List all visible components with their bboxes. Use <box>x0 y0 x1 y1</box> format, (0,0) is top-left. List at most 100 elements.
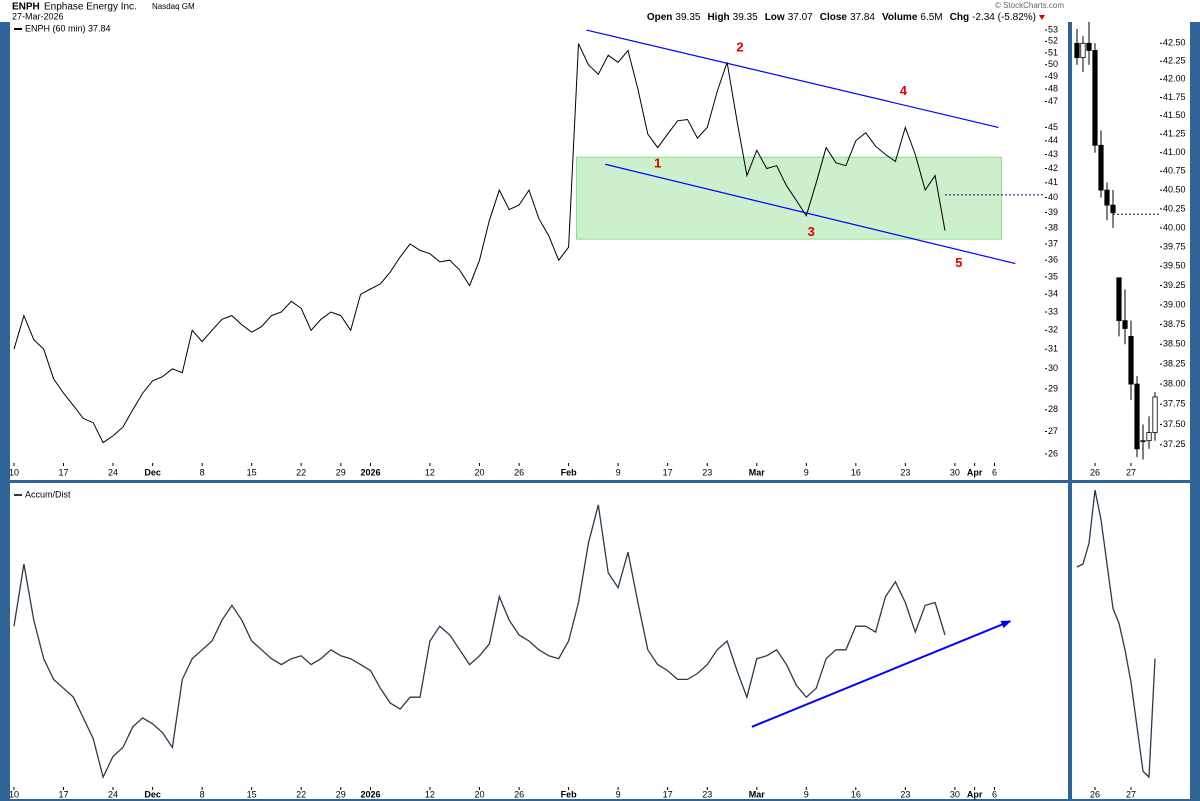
y-tick-label: 40.75 <box>1163 166 1186 176</box>
y-tick-label: 45 <box>1048 122 1058 132</box>
x-tick-label: 6 <box>992 467 997 477</box>
candle-body <box>1128 335 1134 385</box>
y-tick-label: 35 <box>1048 271 1058 281</box>
candle-body <box>1152 396 1158 433</box>
quote-label: High <box>707 12 729 23</box>
x-tick-label: 26 <box>1090 789 1100 799</box>
candle-body <box>1086 42 1092 51</box>
y-tick-label: 38 <box>1048 222 1058 232</box>
x-tick-label: 10 <box>9 467 19 477</box>
x-tick-label: 23 <box>702 789 712 799</box>
x-tick-label: 15 <box>247 789 257 799</box>
y-tick-label: 39.00 <box>1163 299 1186 309</box>
quote-label: Low <box>765 12 785 23</box>
y-tick-label: 42.50 <box>1163 38 1186 48</box>
x-tick-label: 27 <box>1126 467 1136 477</box>
y-tick-label: 34 <box>1048 289 1058 299</box>
wave-label: 3 <box>808 224 815 239</box>
candle-body <box>1116 277 1122 322</box>
y-tick-label: 52 <box>1048 36 1058 46</box>
x-tick-label: 30 <box>950 789 960 799</box>
x-tick-label: 29 <box>336 789 346 799</box>
y-tick-label: 48 <box>1048 83 1058 93</box>
down-triangle <box>1039 15 1045 20</box>
quote-value: 37.07 <box>788 12 813 23</box>
y-tick-label: 36 <box>1048 255 1058 265</box>
y-tick-label: 39 <box>1048 207 1058 217</box>
x-tick-label: 17 <box>663 467 673 477</box>
series-line <box>13 504 946 779</box>
x-tick-label: 24 <box>108 467 118 477</box>
y-tick-label: 44 <box>1048 135 1058 145</box>
x-tick-label: Dec <box>144 467 161 477</box>
y-tick-label: 33 <box>1048 306 1058 316</box>
x-tick-label: 2026 <box>361 467 381 477</box>
x-tick-label: 12 <box>425 467 435 477</box>
quote-value: 37.84 <box>850 12 875 23</box>
y-tick-label: 31 <box>1048 344 1058 354</box>
y-tick-label: 39.25 <box>1163 280 1186 290</box>
quote: Open 39.35 High 39.35 Low 37.07 Close 37.84 Volu… <box>647 12 1036 23</box>
x-tick-label: Feb <box>561 467 578 477</box>
y-tick-label: 38.25 <box>1163 358 1186 368</box>
y-tick-label: 40.25 <box>1163 203 1186 213</box>
x-tick-label: 27 <box>1126 789 1136 799</box>
y-tick-label: 28 <box>1048 404 1058 414</box>
y-tick-label: 26 <box>1048 448 1058 458</box>
y-tick-label: 41.50 <box>1163 110 1186 120</box>
support-zone <box>576 156 1002 240</box>
series-line <box>1076 489 1156 779</box>
x-tick-label: 23 <box>702 467 712 477</box>
x-tick-label: Apr <box>967 467 983 477</box>
y-tick-label: 47 <box>1048 96 1058 106</box>
x-tick-label: 17 <box>58 789 68 799</box>
x-tick-label: 10 <box>9 789 19 799</box>
date: 27-Mar-2026 <box>12 11 64 21</box>
candle-body <box>1074 42 1080 59</box>
y-tick-label: 38.50 <box>1163 339 1186 349</box>
y-tick-label: 42.00 <box>1163 74 1186 84</box>
candle-body <box>1140 440 1146 443</box>
y-tick-label: 37 <box>1048 238 1058 248</box>
x-tick-label: Feb <box>561 789 578 799</box>
x-tick-label: 30 <box>950 467 960 477</box>
company-name: Enphase Energy Inc. <box>44 2 137 13</box>
x-tick-label: Mar <box>749 789 766 799</box>
x-tick-label: 20 <box>474 789 484 799</box>
quote-label: Volume <box>882 12 918 23</box>
x-tick-label: 9 <box>616 467 621 477</box>
x-tick-label: 8 <box>200 467 205 477</box>
x-tick-label: 12 <box>425 789 435 799</box>
x-tick-label: 9 <box>804 467 809 477</box>
candle-body <box>1092 50 1098 146</box>
copyright: © StockCharts.com <box>995 1 1064 10</box>
y-tick-label: 40 <box>1048 192 1058 202</box>
x-tick-label: 6 <box>992 789 997 799</box>
y-tick-label: 42.25 <box>1163 56 1186 66</box>
trendline <box>751 620 1012 728</box>
exchange: Nasdaq GM <box>152 2 195 11</box>
x-tick-label: 24 <box>108 789 118 799</box>
y-tick-label: 37.25 <box>1163 439 1186 449</box>
y-tick-label: 32 <box>1048 325 1058 335</box>
legend-label: ENPH (60 min) 37.84 <box>25 23 111 33</box>
trendline <box>605 163 1016 265</box>
wave-label: 1 <box>654 156 661 171</box>
candle-body <box>1080 42 1086 59</box>
y-tick-label: 41.25 <box>1163 129 1186 139</box>
quote-value: 6.5M <box>920 12 942 23</box>
zoom-price-panel <box>1072 22 1190 480</box>
y-tick-label: 40.00 <box>1163 222 1186 232</box>
candle-body <box>1134 383 1140 450</box>
y-tick-label: 37.75 <box>1163 399 1186 409</box>
ad-panel <box>10 483 1068 799</box>
y-tick-label: 38.75 <box>1163 319 1186 329</box>
y-tick-label: 50 <box>1048 59 1058 69</box>
x-tick-label: 23 <box>900 467 910 477</box>
y-tick-label: 39.75 <box>1163 241 1186 251</box>
header-bg <box>0 0 1200 22</box>
x-tick-label: 16 <box>851 467 861 477</box>
quote-label: Close <box>820 12 848 23</box>
y-tick-label: 41.00 <box>1163 147 1186 157</box>
candle-body <box>1110 204 1116 214</box>
